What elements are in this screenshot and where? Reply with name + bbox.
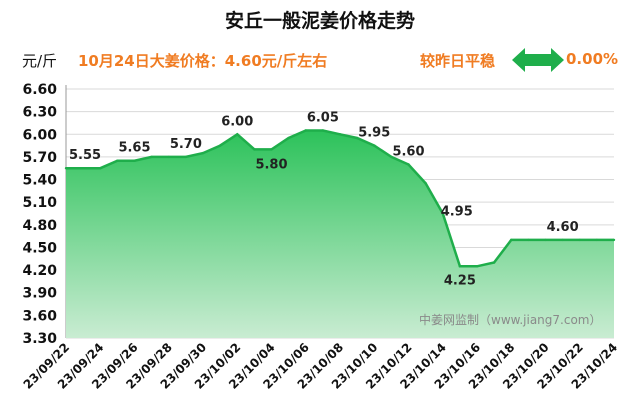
price-note: 10月24日大姜价格：4.60元/斤左右 [78, 52, 328, 70]
data-label: 4.25 [444, 273, 476, 288]
data-point [612, 238, 616, 242]
data-point [116, 159, 119, 162]
price-area [66, 130, 614, 338]
data-point [424, 182, 427, 185]
data-point [355, 136, 359, 140]
y-tick-label: 4.80 [22, 218, 57, 234]
data-label: 5.65 [118, 141, 150, 156]
y-tick-label: 3.60 [22, 308, 57, 324]
data-point [458, 265, 462, 268]
data-label: 4.60 [547, 220, 579, 235]
change-value: 0.00% [566, 50, 619, 68]
data-point [64, 167, 68, 170]
data-label: 5.60 [392, 144, 424, 159]
watermark: 中姜网监制（www.jiang7.com） [419, 312, 601, 327]
data-point [527, 238, 530, 242]
data-point [595, 238, 599, 242]
data-point [338, 133, 342, 136]
data-point [304, 129, 307, 132]
data-label: 5.95 [358, 126, 390, 141]
data-point [321, 129, 325, 132]
y-tick-label: 5.40 [22, 173, 57, 189]
data-point [510, 238, 513, 242]
change-label: 较昨日平稳 [420, 52, 496, 70]
data-point [492, 261, 496, 264]
y-tick-label: 3.90 [22, 286, 57, 302]
data-point [373, 144, 376, 147]
data-label: 6.00 [221, 114, 253, 129]
y-tick-label: 6.00 [22, 127, 57, 143]
data-point [561, 238, 564, 242]
data-point [578, 238, 581, 242]
y-tick-label: 6.30 [22, 105, 57, 121]
data-point [201, 151, 205, 155]
y-tick-label: 5.70 [22, 150, 57, 166]
data-label: 6.05 [307, 111, 339, 126]
data-point [133, 159, 136, 162]
page-title: 安丘一般泥姜价格走势 [224, 10, 415, 32]
unit-label: 元/斤 [22, 52, 58, 70]
data-point [167, 155, 170, 159]
data-label: 4.95 [441, 205, 473, 220]
y-tick-label: 5.10 [22, 195, 57, 211]
data-point [407, 163, 410, 166]
y-tick-label: 4.20 [22, 263, 57, 279]
data-point [218, 144, 222, 147]
data-point [475, 265, 479, 268]
data-point [236, 133, 239, 136]
data-label: 5.80 [255, 157, 287, 172]
y-tick-label: 3.30 [22, 331, 57, 347]
data-point [99, 167, 102, 170]
y-tick-label: 4.50 [22, 240, 57, 256]
data-point [390, 155, 393, 159]
data-point [184, 155, 188, 159]
data-point [270, 148, 273, 151]
data-label: 5.70 [170, 137, 202, 152]
data-point [253, 148, 256, 151]
data-point [544, 238, 547, 242]
data-point [150, 155, 153, 159]
double-arrow-icon [512, 48, 564, 72]
data-point [441, 212, 444, 215]
data-label: 5.55 [69, 148, 101, 163]
data-point [287, 136, 290, 140]
y-tick-label: 6.60 [22, 82, 57, 98]
data-point [81, 167, 85, 170]
